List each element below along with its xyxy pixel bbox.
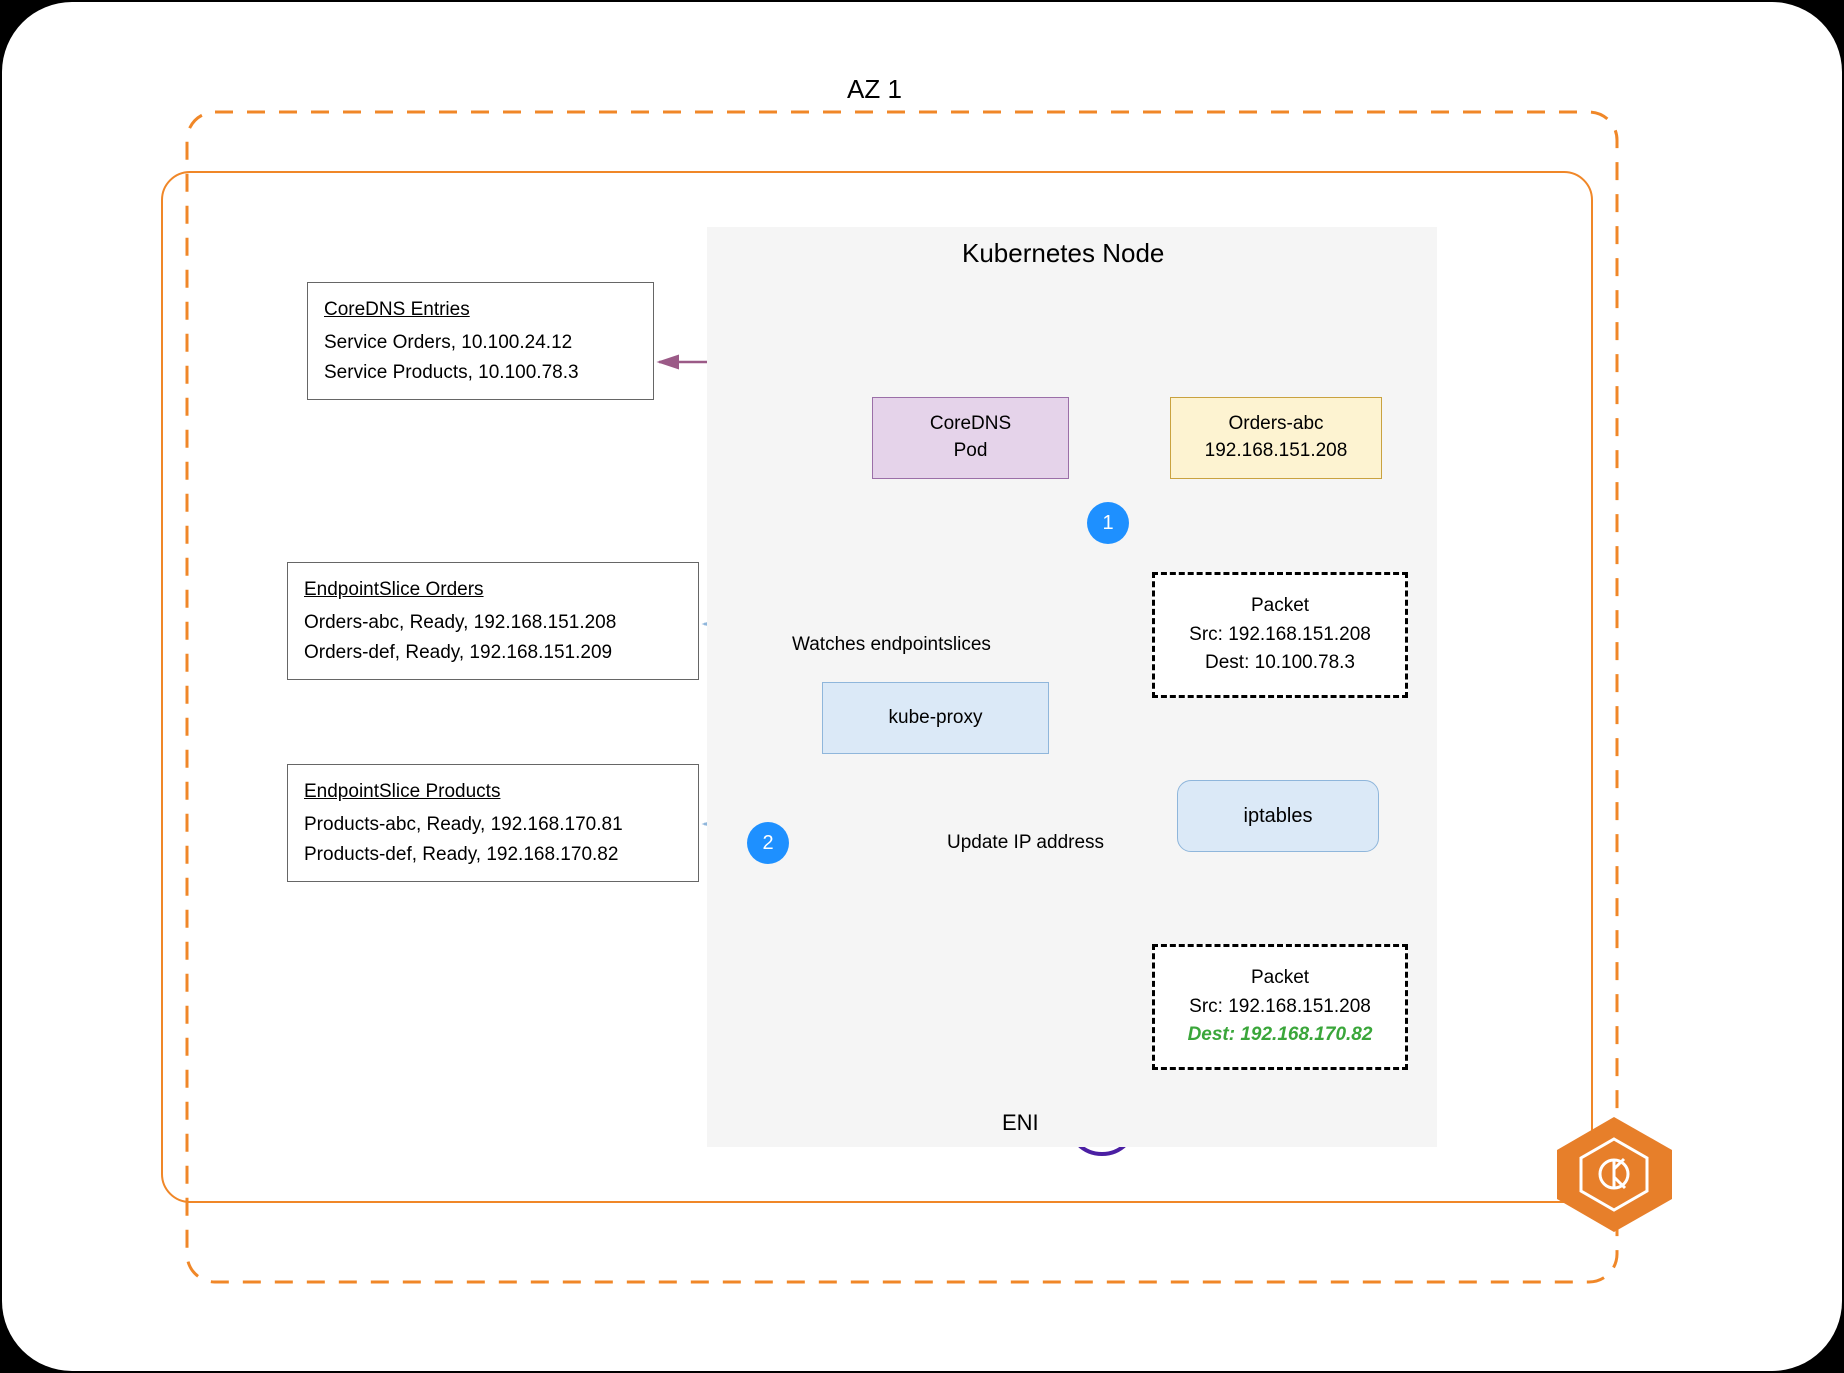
step-badge-1: 1 [1087, 502, 1129, 544]
packet2-dest: Dest: 192.168.170.82 [1155, 1021, 1405, 1050]
endpointslice-products-line-0: Products-abc, Ready, 192.168.170.81 [304, 814, 623, 835]
packet2-line-0: Packet [1155, 964, 1405, 993]
iptables-box: iptables [1177, 780, 1379, 852]
label-eni: ENI [1002, 1110, 1039, 1136]
packet1-line-2: Dest: 10.100.78.3 [1155, 649, 1405, 678]
endpointslice-orders-title: EndpointSlice Orders [304, 575, 682, 604]
coredns-entries-box: CoreDNS Entries Service Orders, 10.100.2… [307, 282, 654, 400]
packet2-box: Packet Src: 192.168.151.208 Dest: 192.16… [1152, 944, 1408, 1070]
coredns-pod-line-1: Pod [954, 438, 988, 465]
step-badge-2: 2 [747, 822, 789, 864]
orders-pod-line-1: 192.168.151.208 [1205, 438, 1348, 465]
packet2-line-1: Src: 192.168.151.208 [1155, 993, 1405, 1022]
coredns-pod-line-0: CoreDNS [930, 411, 1011, 438]
az-label: AZ 1 [847, 74, 902, 105]
endpointslice-orders-line-1: Orders-def, Ready, 192.168.151.209 [304, 642, 612, 663]
kube-proxy-label: kube-proxy [889, 705, 983, 732]
label-watches: Watches endpointslices [792, 634, 991, 656]
packet1-line-0: Packet [1155, 592, 1405, 621]
iptables-label: iptables [1244, 805, 1313, 828]
endpointslice-products-line-1: Products-def, Ready, 192.168.170.82 [304, 844, 618, 865]
coredns-entries-line-0: Service Orders, 10.100.24.12 [324, 332, 572, 353]
label-update: Update IP address [947, 832, 1104, 854]
coredns-entries-title: CoreDNS Entries [324, 295, 637, 324]
packet1-line-1: Src: 192.168.151.208 [1155, 621, 1405, 650]
eks-icon [1557, 1117, 1672, 1232]
coredns-entries-line-1: Service Products, 10.100.78.3 [324, 362, 579, 383]
endpointslice-orders-box: EndpointSlice Orders Orders-abc, Ready, … [287, 562, 699, 680]
diagram-canvas: AZ 1 Kubernetes Node CoreDNS Entries Ser… [2, 2, 1842, 1371]
orders-pod-line-0: Orders-abc [1228, 411, 1323, 438]
endpointslice-orders-line-0: Orders-abc, Ready, 192.168.151.208 [304, 612, 616, 633]
endpointslice-products-title: EndpointSlice Products [304, 777, 682, 806]
kubernetes-node-title: Kubernetes Node [962, 238, 1164, 269]
endpointslice-products-box: EndpointSlice Products Products-abc, Rea… [287, 764, 699, 882]
orders-pod-box: Orders-abc 192.168.151.208 [1170, 397, 1382, 479]
kube-proxy-box: kube-proxy [822, 682, 1049, 754]
packet1-box: Packet Src: 192.168.151.208 Dest: 10.100… [1152, 572, 1408, 698]
coredns-pod-box: CoreDNS Pod [872, 397, 1069, 479]
